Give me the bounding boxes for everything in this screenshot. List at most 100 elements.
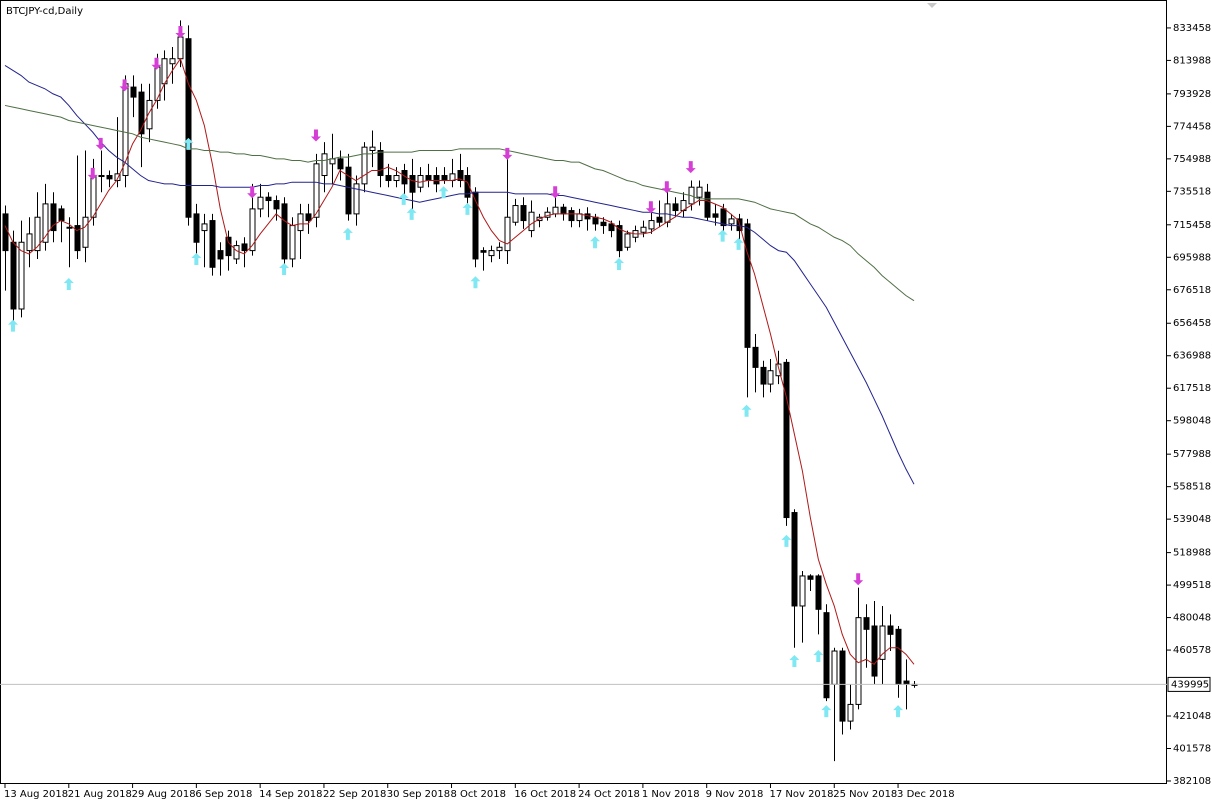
candle-body [472, 191, 479, 260]
up-arrow [342, 227, 353, 240]
candle-body [863, 617, 870, 630]
candle-body [313, 163, 320, 218]
candle-body [409, 175, 416, 193]
candle-body [441, 175, 448, 182]
shift-marker [927, 3, 937, 8]
candle-body [903, 680, 910, 685]
candle-body [783, 361, 790, 519]
down-arrow [502, 147, 513, 160]
y-tick-label: 421048 [1173, 711, 1211, 722]
y-tick-label: 617518 [1173, 383, 1211, 394]
candle-body [520, 205, 527, 222]
up-arrow [789, 655, 800, 668]
candle-body [512, 205, 519, 223]
x-tick-label: 9 Nov 2018 [706, 789, 764, 800]
candle-body [592, 216, 599, 225]
up-arrow [462, 202, 473, 215]
candle-body [760, 366, 767, 385]
candle-body [457, 170, 464, 182]
candle-body [177, 36, 184, 60]
candle-body [696, 186, 703, 198]
candle-body [353, 183, 360, 215]
moving-average [4, 57, 915, 666]
up-arrow [398, 192, 409, 205]
candle-body [130, 86, 137, 98]
candle-body [608, 223, 615, 232]
up-arrow [279, 262, 290, 275]
x-tick-label: 24 Oct 2018 [578, 789, 640, 800]
y-tick-label: 499518 [1173, 580, 1211, 591]
candle-body [600, 221, 607, 227]
up-arrow [590, 236, 601, 249]
y-tick-label: 636988 [1173, 351, 1211, 362]
candle-body [887, 625, 894, 635]
x-tick-label: 3 Dec 2018 [897, 789, 955, 800]
y-tick-label: 460578 [1173, 645, 1211, 656]
candle-body [265, 196, 272, 202]
down-arrow [853, 573, 864, 586]
candle-body [289, 225, 296, 260]
y-tick-label: 656458 [1173, 318, 1211, 329]
x-tick-label: 1 Nov 2018 [642, 789, 700, 800]
candle-body [138, 91, 145, 135]
x-tick-label: 13 Aug 2018 [4, 789, 68, 800]
candle-body [616, 225, 623, 252]
candle-body [10, 241, 17, 310]
candle-body [488, 250, 495, 257]
candle-body [233, 245, 240, 260]
candle-body [568, 210, 575, 222]
candle-body [799, 575, 806, 607]
candle-body [305, 213, 312, 222]
candle-body [664, 203, 671, 223]
candle-body [496, 246, 503, 252]
x-tick-label: 6 Sep 2018 [195, 789, 252, 800]
candle-body [34, 216, 41, 252]
up-arrow [613, 257, 624, 270]
candle-body [146, 99, 153, 130]
candle-body [281, 203, 288, 260]
down-arrow [661, 181, 672, 194]
y-tick-label: 813988 [1173, 55, 1211, 66]
candle-body [201, 223, 208, 232]
candle-body [823, 612, 830, 699]
current-price-label: 439995 [1171, 679, 1209, 690]
candle-body [624, 233, 631, 248]
candle-body [807, 575, 814, 580]
y-tick-label: 754988 [1173, 154, 1211, 165]
up-arrow [191, 252, 202, 265]
candle-body [26, 233, 33, 252]
down-arrow [119, 79, 130, 92]
y-tick-label: 480048 [1173, 613, 1211, 624]
candle-body [656, 216, 663, 223]
candle-body [2, 213, 9, 252]
y-tick-label: 793928 [1173, 89, 1211, 100]
candle-body [712, 213, 719, 218]
candle-body [648, 220, 655, 230]
candle-body [720, 208, 727, 227]
plot-frame [0, 0, 1167, 784]
candle-body [225, 236, 232, 257]
up-arrow [781, 534, 792, 547]
current-price-box [1167, 676, 1211, 692]
candle-body [480, 250, 487, 253]
candle-body [393, 175, 400, 182]
candle-body [50, 203, 57, 232]
candle-body [74, 225, 81, 252]
candle-body [90, 175, 97, 218]
candle-body [775, 363, 782, 377]
candle-body [895, 628, 902, 685]
candle-body [879, 625, 886, 660]
candle-body [871, 625, 878, 677]
y-tick-label: 833458 [1173, 23, 1211, 34]
x-tick-label: 16 Oct 2018 [514, 789, 576, 800]
candle-body [847, 703, 854, 722]
candle-body [752, 346, 759, 368]
candle-body [58, 208, 65, 222]
candle-body [425, 175, 432, 182]
down-arrow [95, 137, 106, 150]
candle-body [345, 166, 352, 215]
x-tick-label: 29 Aug 2018 [132, 789, 196, 800]
up-arrow [813, 650, 824, 663]
